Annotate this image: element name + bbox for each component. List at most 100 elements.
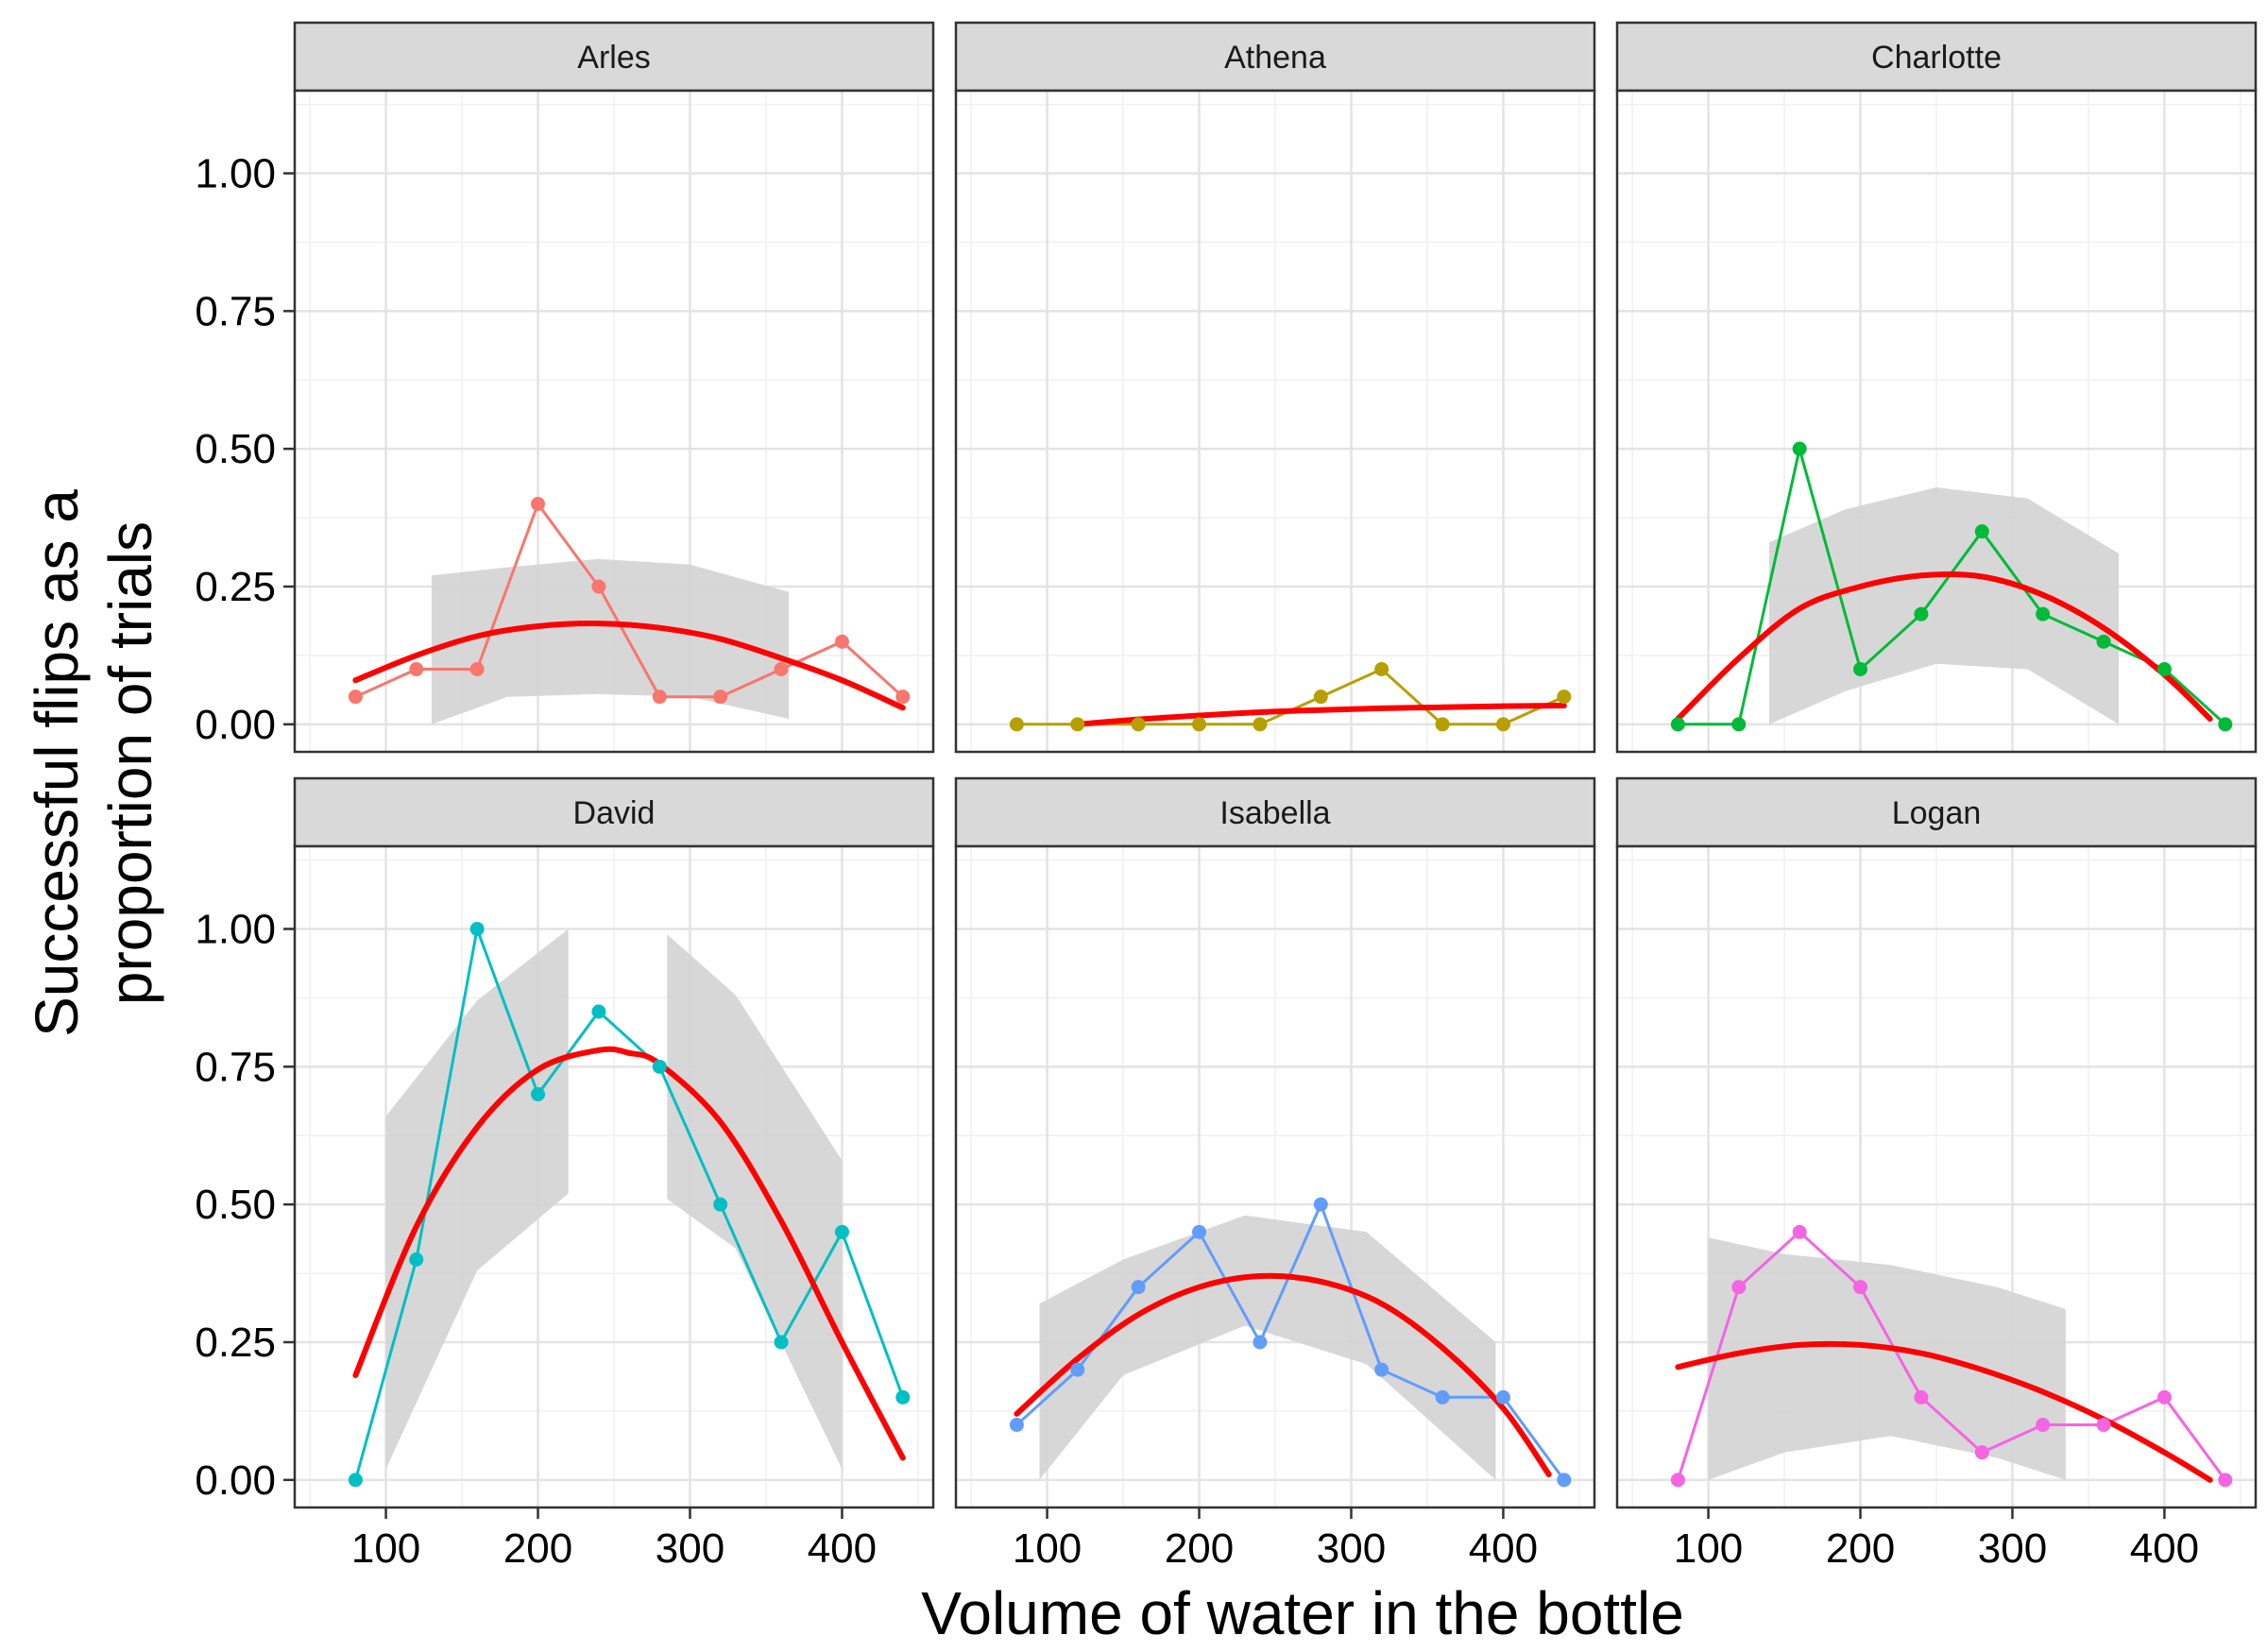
data-point [2096, 634, 2111, 649]
panel-charlotte: Charlotte [1615, 21, 2258, 754]
data-point [348, 690, 363, 705]
data-point [348, 1473, 363, 1488]
x-tick-label: 100 [1013, 1525, 1082, 1572]
data-point [1792, 1224, 1807, 1239]
panel-isabella: Isabella [954, 776, 1596, 1509]
fit-curve [1074, 703, 1567, 727]
data-point [1131, 717, 1146, 732]
data-point [1435, 717, 1450, 732]
fit-curve [1675, 571, 2213, 722]
y-tick-label: 0.00 [195, 1457, 276, 1504]
x-tick-label: 300 [656, 1525, 724, 1572]
data-point [713, 1197, 728, 1212]
data-point [895, 1389, 911, 1405]
panel-logan: Logan [1615, 776, 2258, 1509]
confidence-band [385, 928, 569, 1470]
data-point [2218, 717, 2233, 732]
data-point [652, 1059, 667, 1074]
data-point [1009, 717, 1024, 732]
panels-layer: Arles Athena Charlotte David Isabella Logan [293, 21, 2258, 1509]
data-point [531, 1087, 546, 1101]
panel-border [293, 89, 935, 754]
facet-label: Athena [1224, 40, 1326, 76]
facet-label: Arles [577, 40, 650, 76]
data-point [1253, 1335, 1268, 1350]
data-point [1374, 1362, 1389, 1377]
data-point [1914, 1389, 1929, 1405]
confidence-band [431, 558, 790, 724]
x-tick-label: 100 [351, 1525, 420, 1572]
data-point [1557, 1473, 1572, 1488]
data-point [1313, 690, 1328, 705]
y-tick-label: 0.25 [195, 1320, 276, 1366]
data-point [1974, 1445, 1989, 1460]
panel-plot-area [295, 846, 933, 1507]
data-point [834, 634, 849, 649]
data-point [2156, 662, 2172, 676]
data-point [1435, 1389, 1450, 1405]
panel-plot-area [956, 91, 1594, 752]
y-tick-label: 0.25 [195, 564, 276, 610]
y-tick-label: 0.75 [195, 1044, 276, 1090]
panel-plot-area [956, 846, 1594, 1507]
panel-border [954, 844, 1596, 1509]
data-point [1914, 606, 1929, 622]
panel-border [1615, 89, 2258, 754]
y-tick-label: 0.00 [195, 702, 276, 748]
facet-strip [1615, 21, 2258, 93]
panel-border [954, 89, 1596, 754]
data-point [1131, 1280, 1146, 1295]
panel-arles: Arles [293, 21, 935, 754]
data-point [652, 690, 667, 705]
x-tick-label: 200 [1826, 1525, 1895, 1572]
confidence-band [1039, 1215, 1496, 1480]
data-point [2218, 1473, 2233, 1488]
x-tick-label: 400 [1469, 1525, 1538, 1572]
x-tick-label: 400 [2130, 1525, 2199, 1572]
panel-border [1615, 844, 2258, 1509]
facet-label: David [573, 795, 656, 831]
panel-athena: Athena [954, 21, 1596, 754]
panel-plot-area [295, 91, 933, 752]
facet-label: Isabella [1219, 795, 1330, 831]
facet-strip [293, 776, 935, 848]
x-tick-label: 300 [1317, 1525, 1386, 1572]
data-point [1495, 717, 1510, 732]
data-point [1192, 717, 1207, 732]
data-point [591, 579, 606, 594]
data-point [774, 662, 789, 676]
y-tick-label: 1.00 [195, 151, 276, 197]
y-tick-label: 0.50 [195, 426, 276, 472]
confidence-band [667, 934, 843, 1470]
data-point [469, 922, 485, 936]
series-line [354, 501, 904, 699]
confidence-band [1708, 1237, 2066, 1480]
data-point [2036, 606, 2051, 622]
data-point [1495, 1389, 1510, 1405]
data-point [1853, 1280, 1868, 1295]
fit-curve [1014, 1272, 1552, 1477]
x-tick-label: 200 [503, 1525, 572, 1572]
data-point [1253, 717, 1268, 732]
fit-curve [352, 1046, 906, 1461]
fit-curve [1675, 1340, 2213, 1483]
facet-strip [293, 21, 935, 93]
y-tick-label: 0.50 [195, 1182, 276, 1228]
y-axis-ticks: 0.00 0.25 0.50 0.75 1.00 0.00 0.25 0.50 0.75 1.00 [195, 151, 295, 1504]
x-axis-title: Volume of water in the bottle [921, 1579, 1684, 1647]
data-point [531, 497, 546, 511]
panel-david: David [293, 776, 935, 1509]
data-point [834, 1224, 849, 1239]
data-point [1792, 441, 1807, 456]
data-point [1731, 717, 1747, 732]
data-point [1374, 662, 1389, 676]
x-tick-label: 200 [1165, 1525, 1234, 1572]
series-line [1015, 1201, 1566, 1481]
data-point [1192, 1224, 1207, 1239]
series-line [1676, 1230, 2227, 1481]
facet-label: Charlotte [1871, 40, 2002, 76]
x-tick-label: 100 [1674, 1525, 1743, 1572]
data-point [1070, 717, 1085, 732]
data-point [1974, 524, 1989, 539]
